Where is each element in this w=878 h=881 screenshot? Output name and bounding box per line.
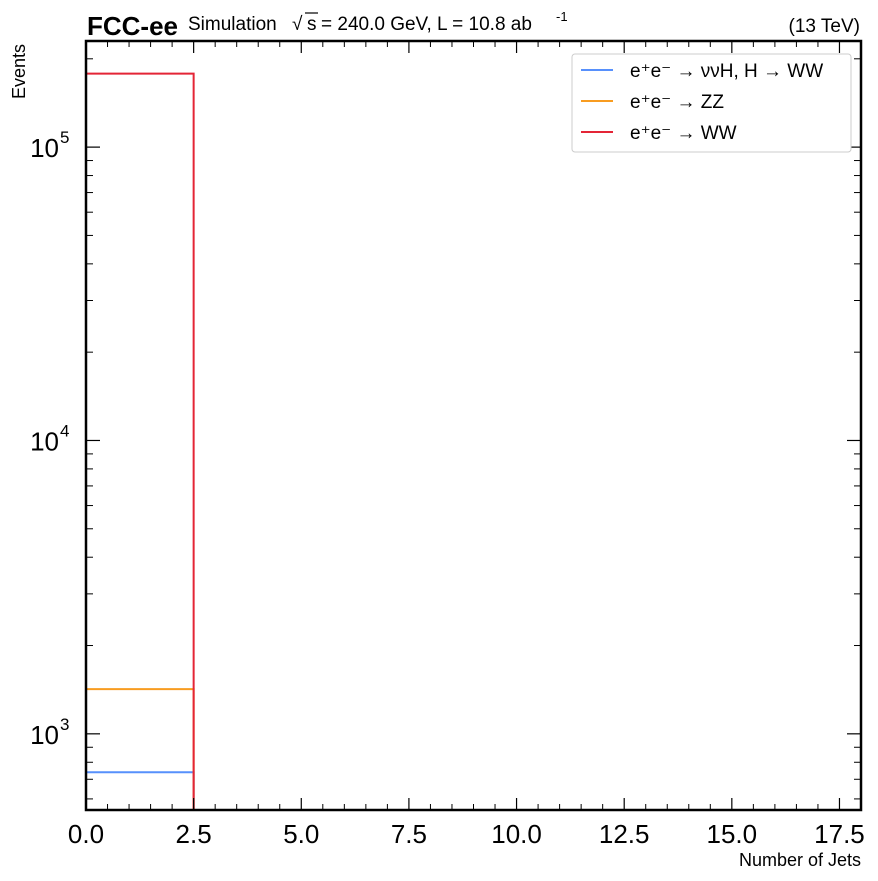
- legend-frame: [571, 53, 852, 153]
- x-tick-label: 12.5: [599, 819, 650, 849]
- x-tick-label: 10.0: [491, 819, 542, 849]
- histogram-step-series-3: [85, 72, 195, 810]
- legend-label-3: e⁺e⁻ → WW: [630, 123, 737, 144]
- experiment-label: FCC-ee: [87, 11, 178, 41]
- sqrt-symbol: √: [292, 14, 303, 35]
- histogram-step-series-1: [85, 771, 195, 810]
- y-tick-label: 10: [30, 720, 59, 750]
- y-tick-label: 10: [30, 133, 59, 163]
- lumi-exponent: -1: [556, 9, 568, 24]
- plot-frame: [84, 39, 863, 812]
- legend: e⁺e⁻ → ννH, H → WW e⁺e⁻ → ZZ e⁺e⁻ → WW: [571, 53, 852, 153]
- legend-label-1: e⁺e⁻ → ννH, H → WW: [630, 61, 823, 82]
- y-tick-label-exponent: 3: [60, 715, 69, 734]
- x-tick-label: 5.0: [283, 819, 319, 849]
- x-tick-label: 7.5: [391, 819, 427, 849]
- x-axis-title: Number of Jets: [739, 850, 861, 870]
- histogram-step-series-2: [85, 688, 195, 810]
- x-tick-label: 2.5: [176, 819, 212, 849]
- x-tick-label: 0.0: [68, 819, 104, 849]
- energy-right-label: (13 TeV): [789, 16, 860, 37]
- histogram-series-group: [85, 72, 195, 810]
- y-axis-title: Events: [9, 44, 29, 99]
- sqrt-s-label: s: [307, 14, 317, 35]
- x-tick-label: 15.0: [707, 819, 758, 849]
- y-tick-label-exponent: 5: [60, 128, 69, 147]
- y-tick-label-exponent: 4: [60, 421, 69, 440]
- x-tick-label: 17.5: [814, 819, 865, 849]
- energy-lumi-text: = 240.0 GeV, L = 10.8 ab: [321, 14, 532, 35]
- simulation-label: Simulation: [188, 14, 277, 35]
- y-tick-label: 10: [30, 426, 59, 456]
- legend-label-2: e⁺e⁻ → ZZ: [630, 92, 724, 113]
